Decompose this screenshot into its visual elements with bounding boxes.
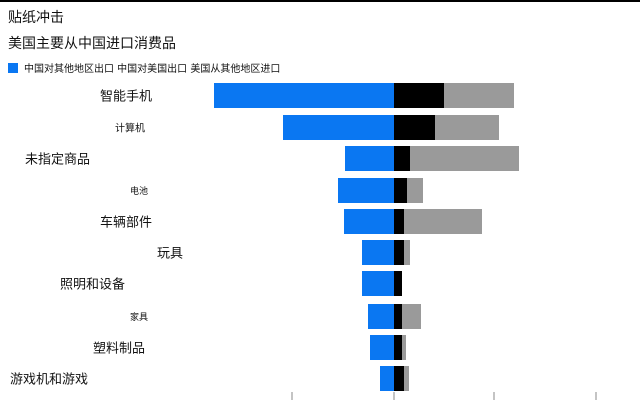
category-label: 家具	[130, 311, 148, 323]
bar-china-to-us	[394, 366, 404, 391]
bar-china-to-rest-of-world	[345, 146, 394, 171]
bar-china-to-us	[394, 304, 402, 329]
category-label: 塑料制品	[93, 341, 145, 356]
bar-china-to-us	[394, 240, 404, 265]
bar-us-from-rest-of-world	[410, 146, 519, 171]
bar-china-to-rest-of-world	[338, 178, 394, 203]
category-label: 未指定商品	[25, 152, 90, 167]
bar-china-to-us	[394, 271, 402, 296]
bar-china-to-rest-of-world	[362, 240, 394, 265]
legend-swatch-china-to-rest-of-world	[8, 62, 18, 73]
bar-us-from-rest-of-world	[404, 209, 482, 234]
bar-us-from-rest-of-world	[404, 240, 410, 265]
category-label: 电池	[130, 185, 148, 197]
bar-china-to-rest-of-world	[344, 209, 394, 234]
bar-china-to-us	[394, 115, 435, 140]
category-label: 车辆部件	[100, 214, 152, 230]
bar-china-to-us	[394, 83, 444, 108]
bar-china-to-us	[394, 178, 407, 203]
category-label: 照明和设备	[60, 276, 125, 292]
bar-china-to-rest-of-world	[283, 115, 394, 140]
bar-us-from-rest-of-world	[407, 178, 423, 203]
top-border	[0, 0, 640, 2]
legend-text: 中国对其他地区出口 中国对美国出口 美国从其他地区进口	[24, 64, 281, 75]
category-label: 玩具	[157, 246, 183, 261]
bar-china-to-us	[394, 146, 410, 171]
chart-title: 美国主要从中国进口消费品	[8, 36, 176, 52]
bar-china-to-rest-of-world	[368, 304, 394, 329]
category-label: 计算机	[115, 121, 145, 134]
bar-china-to-rest-of-world	[380, 366, 394, 391]
bar-us-from-rest-of-world	[402, 335, 406, 360]
chart-legend: 中国对其他地区出口 中国对美国出口 美国从其他地区进口	[8, 60, 280, 75]
bar-us-from-rest-of-world	[402, 304, 421, 329]
bar-china-to-rest-of-world	[214, 83, 394, 108]
bar-china-to-rest-of-world	[370, 335, 394, 360]
category-label: 游戏机和游戏	[10, 372, 88, 387]
bar-us-from-rest-of-world	[444, 83, 514, 108]
page-title: 贴纸冲击	[8, 10, 64, 26]
bar-us-from-rest-of-world	[404, 366, 409, 391]
bar-china-to-us	[394, 209, 404, 234]
bar-china-to-us	[394, 335, 402, 360]
bar-us-from-rest-of-world	[435, 115, 499, 140]
category-label: 智能手机	[100, 89, 152, 104]
bar-china-to-rest-of-world	[362, 271, 394, 296]
